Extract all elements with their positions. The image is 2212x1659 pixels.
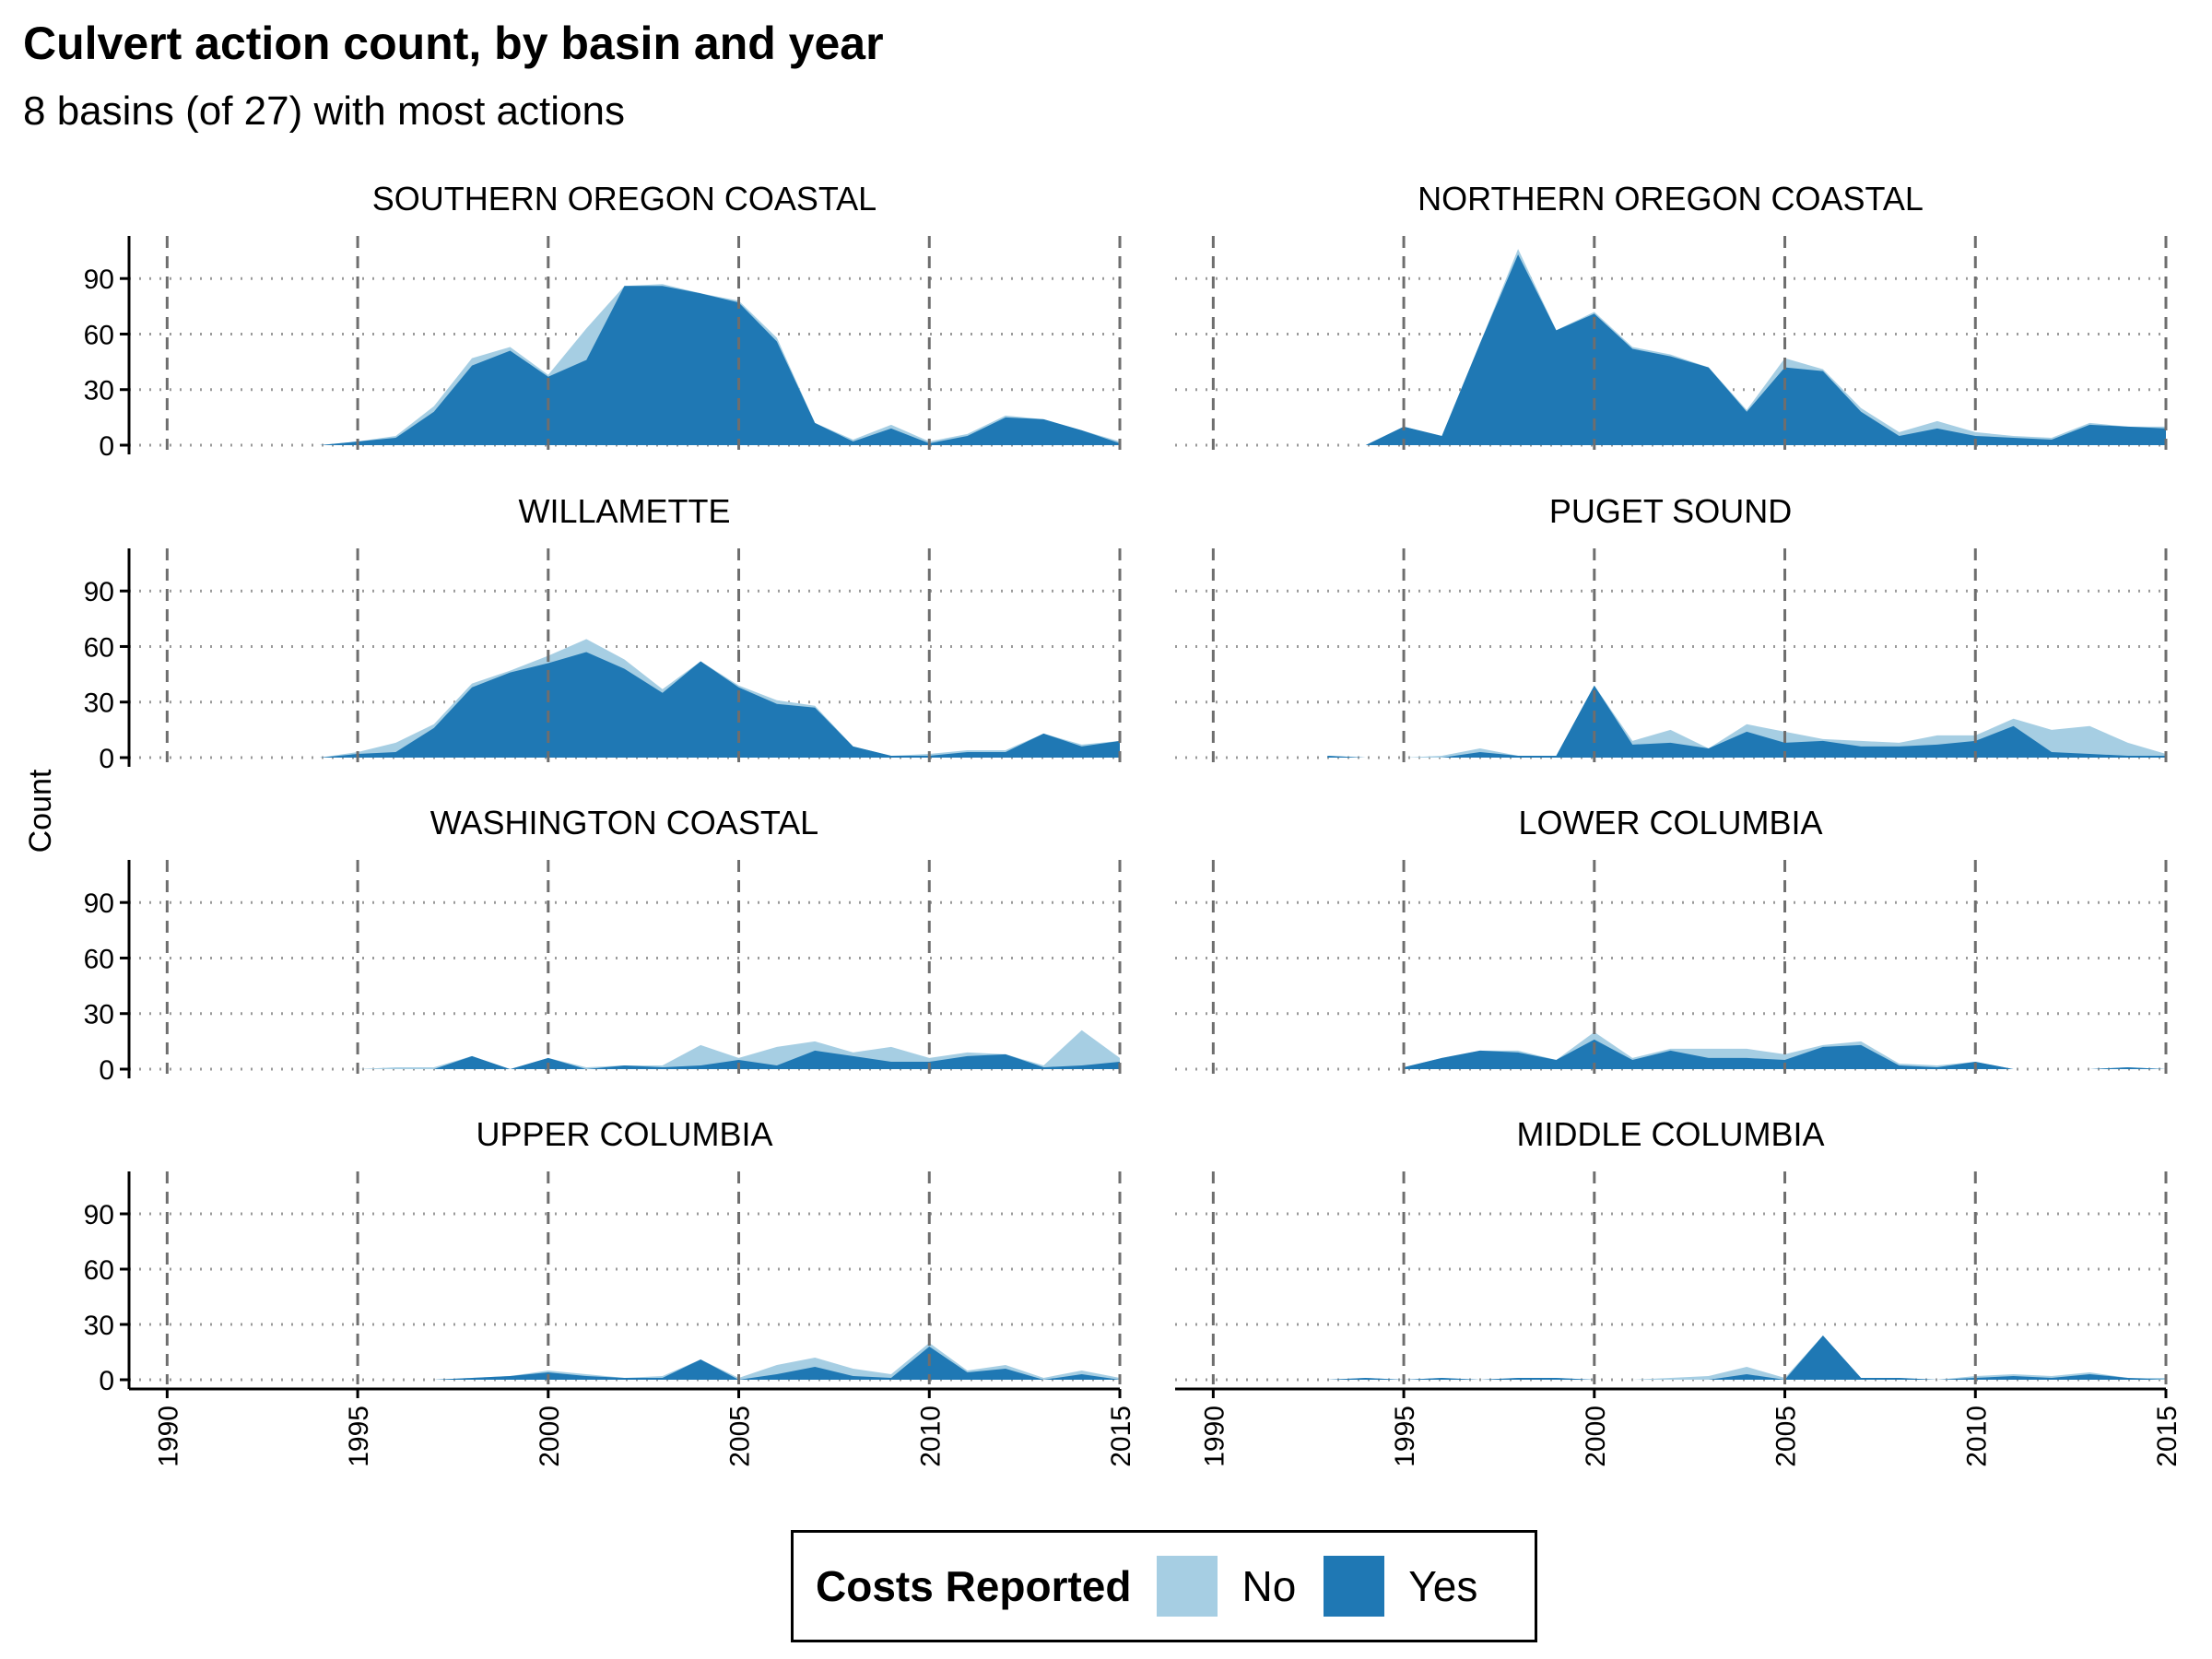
x-tick-label: 2010 <box>1961 1406 1992 1467</box>
panel-northern-oregon-coastal: NORTHERN OREGON COASTAL <box>1175 180 2168 450</box>
chart-subtitle: 8 basins (of 27) with most actions <box>23 88 625 134</box>
y-axis-title: Count <box>23 769 58 853</box>
area-yes <box>1365 254 2166 445</box>
x-tick-label: 1995 <box>344 1406 374 1467</box>
legend-label-yes: Yes <box>1408 1562 1478 1610</box>
area-no <box>1327 1335 2166 1380</box>
y-tick-label: 60 <box>84 632 114 663</box>
panel-middle-columbia: MIDDLE COLUMBIA 1990 1995 2000 2005 2010 2015 <box>1175 1115 2183 1467</box>
y-tick-label: 30 <box>84 376 114 406</box>
x-tick-label: 1990 <box>153 1406 183 1467</box>
panel-title: WILLAMETTE <box>518 492 730 530</box>
x-tick-label: 2015 <box>2152 1406 2183 1467</box>
panel-washington-coastal: WASHINGTON COASTAL 0 30 60 90 <box>84 804 1122 1086</box>
y-tick-label: 30 <box>84 688 114 719</box>
chart-plot-area: Count SOUTHERN OREGON COASTAL 0 30 60 90 NORTH… <box>23 180 2183 1467</box>
x-tick-label: 1995 <box>1390 1406 1420 1467</box>
y-tick-label: 90 <box>84 577 114 607</box>
legend-swatch-yes <box>1324 1556 1385 1617</box>
y-tick-label: 0 <box>99 1366 114 1396</box>
panel-puget-sound: PUGET SOUND <box>1175 492 2168 762</box>
x-tick-label: 2015 <box>1106 1406 1136 1467</box>
panel-title: LOWER COLUMBIA <box>1518 804 1822 841</box>
y-tick-label: 60 <box>84 944 114 974</box>
panel-willamette: WILLAMETTE 0 30 60 90 <box>84 492 1122 774</box>
legend: Costs Reported No Yes <box>791 1530 1537 1642</box>
panel-title: NORTHERN OREGON COASTAL <box>1418 180 1924 218</box>
panel-lower-columbia: LOWER COLUMBIA <box>1175 804 2168 1074</box>
area-yes <box>319 286 1120 445</box>
y-tick-label: 60 <box>84 320 114 350</box>
x-tick-label: 2005 <box>1771 1406 1802 1467</box>
area-no <box>1327 685 2166 758</box>
legend-key-no: No <box>1157 1556 1296 1617</box>
area-yes <box>1327 1335 2166 1380</box>
legend-key-yes: Yes <box>1324 1556 1477 1617</box>
y-tick-label: 90 <box>84 1200 114 1230</box>
y-tick-label: 90 <box>84 265 114 295</box>
y-tick-label: 90 <box>84 888 114 919</box>
area-yes <box>319 652 1120 758</box>
x-tick-label: 1990 <box>1199 1406 1230 1467</box>
panel-title: MIDDLE COLUMBIA <box>1516 1115 1824 1153</box>
y-tick-label: 0 <box>99 744 114 774</box>
panel-title: SOUTHERN OREGON COASTAL <box>372 180 877 218</box>
x-tick-label: 2005 <box>725 1406 756 1467</box>
x-tick-label: 2000 <box>535 1406 565 1467</box>
panel-upper-columbia: UPPER COLUMBIA 0 30 60 90 1990 1995 2000 2005 201… <box>84 1115 1136 1467</box>
y-tick-label: 0 <box>99 431 114 462</box>
y-tick-label: 30 <box>84 1000 114 1030</box>
x-tick-label: 2010 <box>915 1406 946 1467</box>
panel-southern-oregon-coastal: SOUTHERN OREGON COASTAL 0 30 60 90 <box>84 180 1122 462</box>
legend-title: Costs Reported <box>816 1562 1132 1610</box>
panel-title: PUGET SOUND <box>1549 492 1792 530</box>
y-tick-label: 60 <box>84 1255 114 1286</box>
x-tick-label: 2000 <box>1581 1406 1611 1467</box>
area-yes <box>1327 685 2166 758</box>
panel-title: UPPER COLUMBIA <box>476 1115 772 1153</box>
y-tick-label: 0 <box>99 1055 114 1086</box>
panel-title: WASHINGTON COASTAL <box>430 804 818 841</box>
legend-swatch-no <box>1157 1556 1218 1617</box>
legend-label-no: No <box>1241 1562 1297 1610</box>
y-tick-label: 30 <box>84 1311 114 1341</box>
area-yes <box>433 1347 1120 1380</box>
chart-title: Culvert action count, by basin and year <box>23 18 884 69</box>
